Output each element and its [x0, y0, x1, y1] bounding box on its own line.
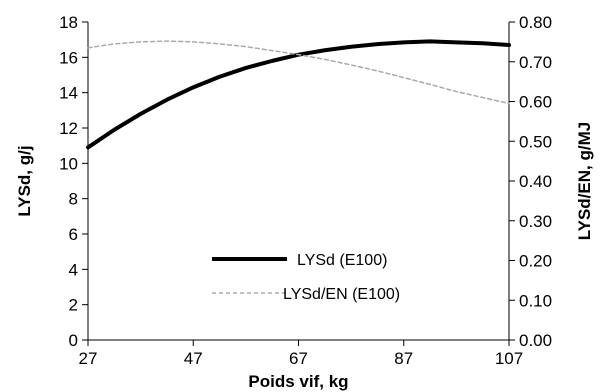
- left-y-tick-label: 14: [59, 84, 78, 103]
- left-y-tick-label: 6: [69, 225, 78, 244]
- right-y-tick-label: 0.70: [519, 53, 552, 72]
- right-y-axis-title: LYSd/EN, g/MJ: [575, 122, 594, 240]
- right-y-tick-label: 0.50: [519, 132, 552, 151]
- right-y-tick-label: 0.00: [519, 331, 552, 350]
- x-tick-label: 87: [394, 349, 413, 368]
- left-y-tick-label: 4: [69, 260, 78, 279]
- left-y-axis-title: LYSd, g/j: [15, 145, 34, 216]
- series-layer: [86, 39, 511, 150]
- x-ticks: 27 47 67 87 107: [79, 340, 523, 368]
- left-y-tick-label: 10: [59, 154, 78, 173]
- right-y-tick-label: 0.30: [519, 212, 552, 231]
- left-y-tick-label: 8: [69, 190, 78, 209]
- legend-label-lysd: LYSd (E100): [297, 252, 387, 269]
- right-y-tick-label: 0.80: [519, 13, 552, 32]
- x-tick-label: 107: [495, 349, 523, 368]
- left-y-ticks: 0 2 4 6 8 10 12 14 16 18: [59, 13, 88, 350]
- right-y-tick-label: 0.60: [519, 93, 552, 112]
- x-tick-label: 67: [289, 349, 308, 368]
- left-y-tick-label: 2: [69, 296, 78, 315]
- right-y-tick-label: 0.20: [519, 252, 552, 271]
- left-y-tick-label: 12: [59, 119, 78, 138]
- left-y-tick-label: 16: [59, 48, 78, 67]
- x-tick-label: 47: [184, 349, 203, 368]
- legend-label-lysd-en: LYSd/EN (E100): [283, 286, 400, 303]
- legend: LYSd (E100) LYSd/EN (E100): [212, 252, 400, 303]
- right-y-tick-label: 0.40: [519, 172, 552, 191]
- right-y-tick-label: 0.10: [519, 291, 552, 310]
- left-y-tick-label: 0: [69, 331, 78, 350]
- x-axis-title: Poids vif, kg: [248, 372, 348, 391]
- series-line-1: [87, 40, 510, 105]
- plot-area: 0 2 4 6 8 10 12 14 16 18 0.00 0.10 0.20 0.30 0.40 0.50…: [59, 13, 552, 368]
- right-y-ticks: 0.00 0.10 0.20 0.30 0.40 0.50 0.60 0.70 0.80: [509, 13, 552, 350]
- series-line-0: [86, 39, 511, 150]
- x-tick-label: 27: [79, 349, 98, 368]
- left-y-tick-label: 18: [59, 13, 78, 32]
